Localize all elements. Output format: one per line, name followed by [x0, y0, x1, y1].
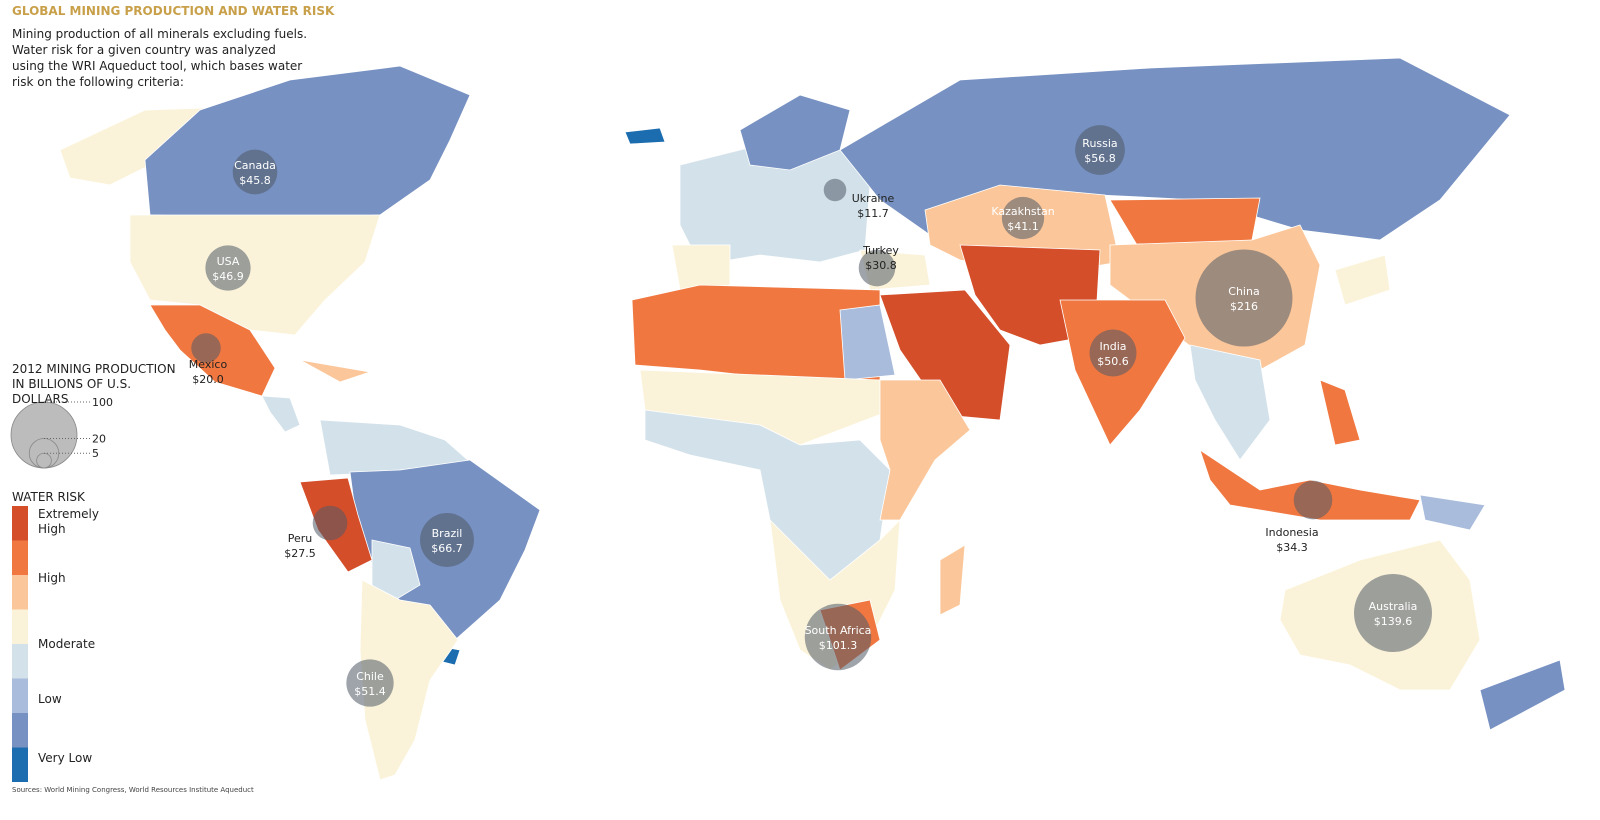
- region: [644, 409, 891, 581]
- production-bubble: [1075, 125, 1125, 175]
- country-name: USA: [217, 255, 240, 268]
- production-bubble: [804, 603, 872, 671]
- country-name: Kazakhstan: [991, 205, 1054, 218]
- size-legend-label: 100: [92, 396, 113, 409]
- region: [371, 539, 421, 601]
- country-value: $139.6: [1374, 615, 1413, 628]
- country-value: $51.4: [354, 685, 386, 698]
- region: [624, 127, 666, 145]
- country-value: $46.9: [212, 270, 244, 283]
- size-legend-circle: [10, 401, 78, 469]
- country-name: Chile: [356, 670, 384, 683]
- region: [1189, 344, 1271, 461]
- production-bubble: [232, 149, 278, 195]
- country-value: $101.3: [819, 639, 858, 652]
- country-name: Australia: [1369, 600, 1418, 613]
- risk-label: Moderate: [38, 637, 96, 651]
- region: [261, 395, 301, 433]
- risk-swatch: [12, 609, 28, 644]
- country-name: India: [1100, 340, 1127, 353]
- region: [671, 244, 731, 291]
- production-bubble: [1293, 480, 1333, 520]
- country-value: $216: [1230, 300, 1258, 313]
- region: [1479, 659, 1566, 731]
- production-bubble: [205, 245, 251, 291]
- size-legend-label: 20: [92, 432, 106, 445]
- country-value: $66.7: [431, 542, 463, 555]
- country-name: Peru: [288, 532, 313, 545]
- country-name: Turkey: [862, 244, 899, 257]
- country-value: $11.7: [857, 207, 889, 220]
- country-value: $56.8: [1084, 152, 1116, 165]
- production-bubble: [1001, 196, 1045, 240]
- region: [1319, 379, 1361, 446]
- country-name: Indonesia: [1265, 526, 1318, 539]
- country-name: South Africa: [805, 624, 872, 637]
- country-value: $20.0: [192, 373, 224, 386]
- production-bubble: [346, 659, 394, 707]
- region: [839, 304, 896, 381]
- region: [1334, 254, 1391, 306]
- region: [129, 214, 381, 336]
- production-bubble: [420, 513, 474, 567]
- production-bubble: [191, 333, 221, 363]
- country-name: Russia: [1082, 137, 1117, 150]
- country-value: $30.8: [865, 259, 897, 272]
- country-value: $41.1: [1007, 220, 1039, 233]
- country-name: Canada: [234, 159, 276, 172]
- risk-swatch: [12, 575, 28, 610]
- region: [939, 544, 966, 616]
- title: GLOBAL MINING PRODUCTION AND WATER RISK: [12, 4, 335, 18]
- production-bubble: [858, 249, 896, 287]
- country-value: $27.5: [284, 547, 316, 560]
- country-value: $50.6: [1097, 355, 1129, 368]
- risk-label: Extremely High: [38, 507, 99, 536]
- risk-swatch: [12, 747, 28, 782]
- size-legend-title: 2012 MINING PRODUCTION IN BILLIONS OF U.…: [12, 362, 176, 406]
- country-name: China: [1228, 285, 1259, 298]
- production-bubble: [1354, 574, 1432, 652]
- source: Sources: World Mining Congress, World Re…: [12, 786, 254, 794]
- country-value: $34.3: [1276, 541, 1308, 554]
- region: [879, 289, 1011, 421]
- region: [1419, 494, 1486, 531]
- risk-swatch: [12, 540, 28, 575]
- production-bubble: [1195, 249, 1293, 347]
- risk-swatch: [12, 713, 28, 748]
- description: Mining production of all minerals exclud…: [12, 27, 308, 89]
- production-bubble: [312, 505, 348, 541]
- risk-swatch: [12, 678, 28, 713]
- risk-label: Low: [38, 692, 62, 706]
- risk-label: Very Low: [38, 751, 93, 765]
- risk-swatch: [12, 506, 28, 541]
- production-bubble: [823, 178, 847, 202]
- risk-label: High: [38, 571, 66, 585]
- production-bubble: [1089, 329, 1137, 377]
- region: [299, 359, 371, 383]
- country-name: Mexico: [189, 358, 228, 371]
- risk-swatch: [12, 644, 28, 679]
- water-risk-title: WATER RISK: [12, 490, 85, 504]
- country-value: $45.8: [239, 174, 271, 187]
- country-name: Ukraine: [852, 192, 895, 205]
- size-legend-label: 5: [92, 447, 99, 460]
- country-name: Brazil: [432, 527, 463, 540]
